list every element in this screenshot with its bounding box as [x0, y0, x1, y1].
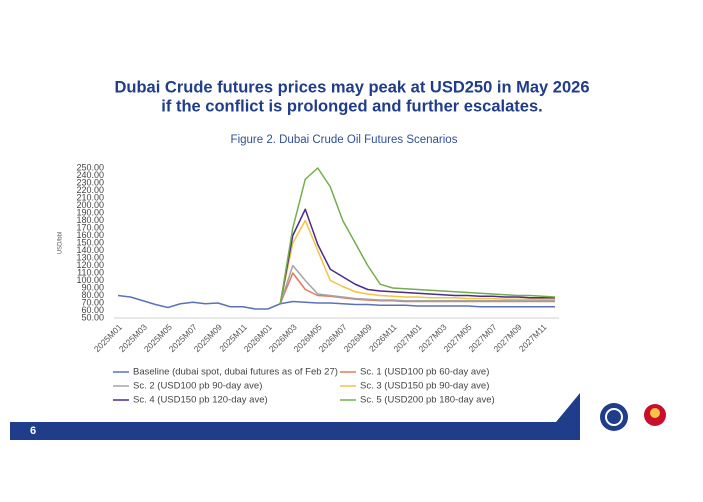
- page-number: 6: [30, 425, 36, 437]
- chart-subtitle: Figure 2. Dubai Crude Oil Futures Scenar…: [231, 134, 458, 146]
- legend-label: Sc. 5 (USD200 pb 180-day ave): [360, 395, 495, 406]
- y-axis-label: USD/bbl: [58, 232, 64, 254]
- y-tick-label: 160.00: [76, 230, 104, 240]
- series-line: [279, 167, 556, 304]
- y-tick-label: 170.00: [76, 222, 104, 232]
- y-tick-label: 220.00: [76, 185, 104, 195]
- series-line: [117, 294, 555, 310]
- y-tick-label: 190.00: [76, 207, 104, 217]
- y-tick-label: 60.00: [81, 305, 104, 315]
- legend-label: Sc. 4 (USD150 pb 120-day ave): [133, 395, 268, 406]
- y-tick-label: 210.00: [76, 192, 104, 202]
- legend-label: Baseline (dubai spot, dubai futures as o…: [133, 367, 338, 378]
- y-tick-label: 100.00: [76, 275, 104, 285]
- y-tick-label: 240.00: [76, 170, 104, 180]
- footer-bar: [10, 393, 580, 440]
- series-line: [279, 208, 555, 304]
- y-tick-label: 230.00: [76, 177, 104, 187]
- y-tick-label: 50.00: [81, 312, 104, 322]
- logo: [605, 408, 623, 426]
- legend-label: Sc. 3 (USD150 pb 90-day ave): [360, 381, 489, 392]
- y-tick-label: 80.00: [81, 290, 104, 300]
- y-tick-label: 150.00: [76, 237, 104, 247]
- series-line: [279, 219, 555, 304]
- y-tick-label: 90.00: [81, 282, 104, 292]
- y-tick-label: 130.00: [76, 252, 104, 262]
- y-tick-label: 120.00: [76, 260, 104, 270]
- legend-label: Sc. 2 (USD100 pb 90-day ave): [133, 381, 262, 392]
- series-line: [279, 264, 555, 304]
- y-tick-label: 200.00: [76, 200, 104, 210]
- y-tick-label: 70.00: [81, 297, 104, 307]
- title-line: Dubai Crude futures prices may peak at U…: [114, 78, 589, 96]
- logo: [600, 403, 628, 431]
- y-tick-label: 140.00: [76, 245, 104, 255]
- legend-label: Sc. 1 (USD100 pb 60-day ave): [360, 367, 489, 378]
- y-tick-label: 180.00: [76, 215, 104, 225]
- y-tick-label: 250.00: [76, 162, 104, 172]
- y-tick-label: 110.00: [77, 267, 104, 277]
- logo: [650, 408, 660, 418]
- title-line: if the conflict is prolonged and further…: [161, 97, 542, 115]
